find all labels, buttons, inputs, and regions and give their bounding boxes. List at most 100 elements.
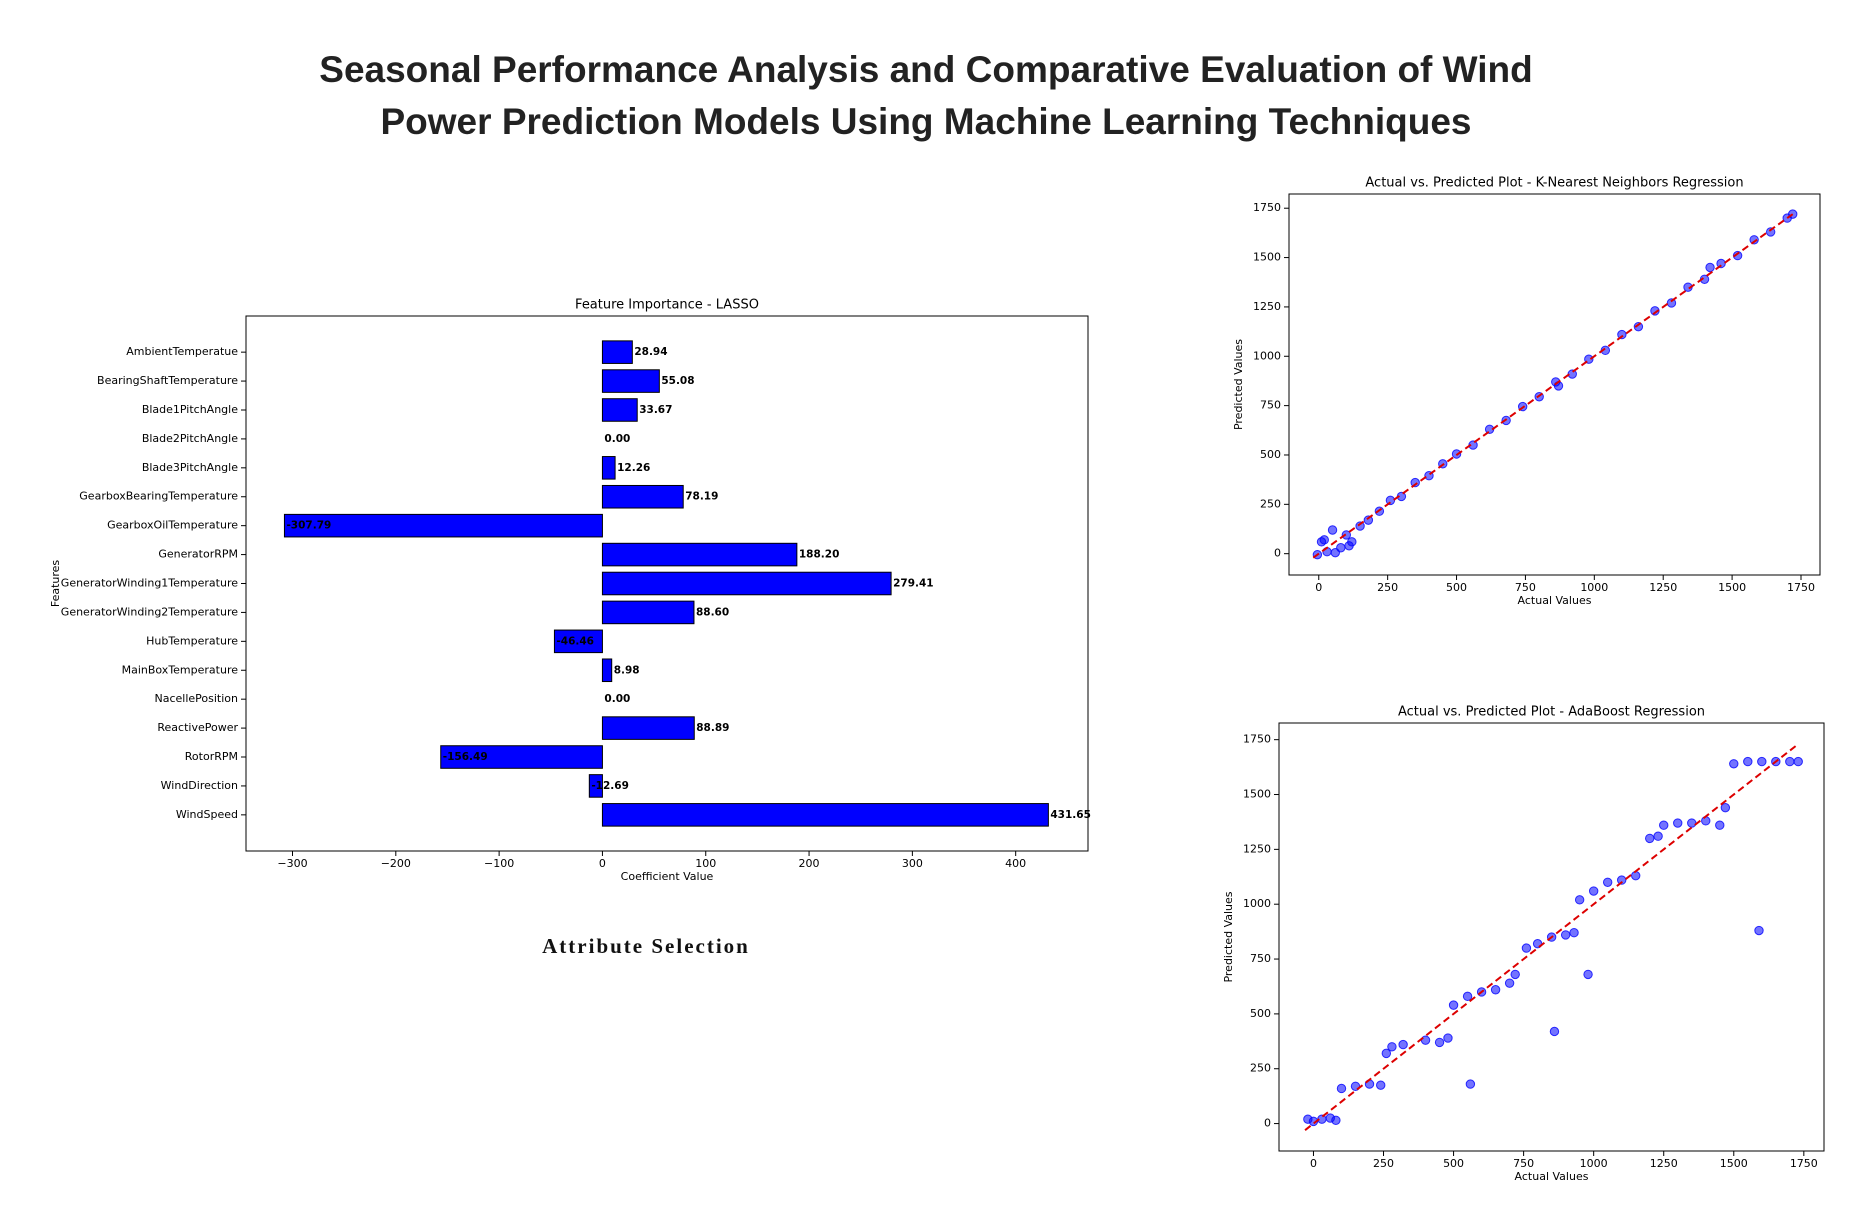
y-tick-label: 1500 — [1253, 251, 1281, 264]
x-tick-label: −300 — [277, 857, 307, 870]
value-label: 28.94 — [634, 346, 667, 358]
scatter-point — [1336, 1083, 1347, 1094]
y-tick-label: 1250 — [1243, 842, 1271, 855]
scatter-point — [1673, 818, 1683, 828]
bar — [601, 369, 660, 393]
scatter-point — [1616, 875, 1627, 885]
x-tick-label: 1250 — [1649, 581, 1677, 594]
scatter-point — [1588, 886, 1599, 896]
y-tick-label: 1750 — [1253, 201, 1281, 214]
y-tick-label: ReactivePower — [157, 721, 238, 734]
value-label: 12.26 — [617, 462, 650, 474]
bar — [440, 745, 603, 769]
scatter-point — [1687, 818, 1697, 828]
chart-title: Actual vs. Predicted Plot - K-Nearest Ne… — [1365, 176, 1743, 191]
y-tick-label: GeneratorWinding2Temperature — [61, 605, 238, 618]
y-tick-label: HubTemperature — [146, 634, 238, 647]
scatter-point — [1327, 525, 1338, 535]
value-label: 8.98 — [614, 664, 640, 676]
x-tick-label: 200 — [799, 857, 820, 870]
x-tick-label: 1750 — [1787, 581, 1815, 594]
y-tick-label: MainBoxTemperature — [122, 663, 239, 676]
bar — [601, 716, 695, 740]
y-tick-label: 750 — [1260, 399, 1281, 412]
x-tick-label: 0 — [1315, 581, 1322, 594]
y-tick-label: 1000 — [1243, 897, 1271, 910]
scatter-point — [1510, 969, 1520, 980]
y-tick-label: 250 — [1260, 497, 1281, 510]
x-tick-label: 1500 — [1718, 581, 1746, 594]
y-tick-label: GearboxOilTemperature — [107, 519, 238, 532]
scatter-point — [1410, 477, 1420, 488]
bar — [601, 398, 638, 422]
plot-frame — [1278, 722, 1825, 1152]
x-tick-label: 750 — [1515, 581, 1536, 594]
scatter-point — [1462, 991, 1473, 1002]
scatter-point — [1434, 1037, 1445, 1048]
reference-line — [1312, 213, 1794, 559]
value-label: 431.65 — [1050, 809, 1091, 821]
x-tick-label: 1500 — [1720, 1157, 1748, 1170]
x-tick-label: 1000 — [1580, 1157, 1608, 1170]
y-tick-label: AmbientTemperatue — [126, 345, 238, 358]
y-tick-label: 500 — [1250, 1007, 1271, 1020]
value-label: 188.20 — [799, 549, 840, 561]
scatter-point — [1560, 930, 1571, 940]
scatter-point — [1574, 895, 1585, 905]
bar — [601, 600, 695, 625]
x-tick-label: 1000 — [1580, 581, 1608, 594]
value-label: -12.69 — [591, 780, 629, 792]
value-label: 55.08 — [661, 375, 694, 387]
scatter-point — [1363, 515, 1374, 525]
x-tick-label: 250 — [1373, 1157, 1394, 1170]
scatter-point — [1549, 1026, 1560, 1037]
value-label: 279.41 — [893, 578, 934, 590]
chart-title: Feature Importance - LASSO — [575, 298, 759, 313]
scatter-point — [1569, 928, 1579, 938]
scatter-point — [1602, 877, 1613, 887]
y-tick-label: 1000 — [1253, 349, 1281, 362]
bar — [601, 456, 616, 480]
y-axis-label: Features — [49, 560, 62, 608]
scatter-point — [1743, 756, 1753, 767]
scatter-point — [1793, 756, 1803, 767]
scatter-point — [1448, 1000, 1459, 1010]
scatter-point — [1521, 943, 1532, 953]
caption: Attribute Selection — [542, 934, 750, 958]
x-tick-label: 400 — [1005, 857, 1026, 870]
bar — [601, 484, 684, 509]
bar — [601, 340, 633, 364]
scatter-point — [1701, 816, 1711, 826]
scatter-point — [1749, 235, 1759, 245]
scatter-point — [1490, 985, 1501, 995]
value-label: -46.46 — [556, 635, 594, 647]
bar — [601, 542, 798, 567]
value-label: 78.19 — [685, 491, 718, 503]
y-tick-label: NacellePosition — [155, 692, 239, 705]
y-tick-label: Blade1PitchAngle — [142, 403, 238, 416]
x-axis-label: Actual Values — [1518, 594, 1592, 607]
scatter-point — [1330, 547, 1340, 558]
x-tick-label: 1750 — [1790, 1157, 1818, 1170]
value-label: -156.49 — [443, 751, 488, 763]
scatter-point — [1729, 759, 1739, 769]
page-title: Seasonal Performance Analysis and Compar… — [319, 49, 1533, 142]
y-tick-label: BearingShaftTemperature — [97, 374, 238, 387]
bar — [601, 803, 1049, 827]
scatter-point — [1319, 535, 1329, 545]
x-tick-label: 300 — [902, 857, 923, 870]
y-tick-label: 500 — [1260, 448, 1281, 461]
bar — [601, 658, 613, 683]
scatter-point — [1355, 521, 1365, 531]
bar — [553, 629, 603, 654]
x-tick-label: 500 — [1443, 1157, 1464, 1170]
y-tick-label: 1500 — [1243, 788, 1271, 801]
value-label: 88.60 — [696, 606, 729, 618]
scatter-point — [1754, 925, 1764, 936]
y-tick-label: WindDirection — [161, 779, 238, 792]
y-tick-label: WindSpeed — [176, 808, 238, 821]
scatter-point — [1443, 1033, 1453, 1043]
scatter-point — [1659, 820, 1669, 830]
x-axis-label: Actual Values — [1515, 1170, 1589, 1183]
